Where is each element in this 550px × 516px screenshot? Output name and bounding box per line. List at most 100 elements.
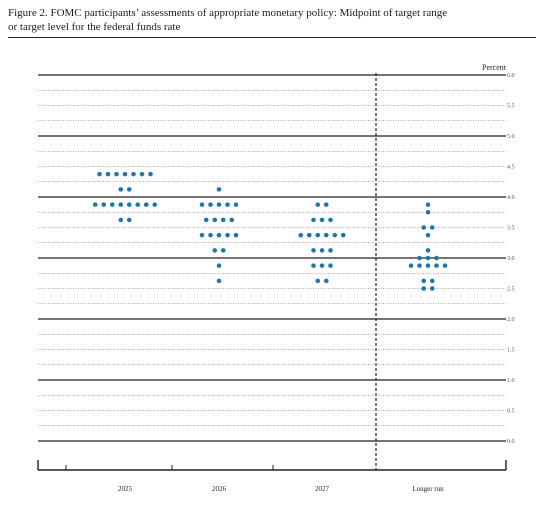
participant-dot xyxy=(425,232,431,238)
participant-dot xyxy=(220,248,226,253)
y-tick-label: 1.5 xyxy=(507,348,515,354)
participant-dot xyxy=(148,171,153,177)
participant-dot xyxy=(429,225,435,230)
participant-dot xyxy=(340,232,346,238)
participant-dot xyxy=(114,171,119,177)
participant-dot xyxy=(199,202,205,207)
y-tick-label: 5.5 xyxy=(507,104,515,110)
participant-dot xyxy=(126,217,132,223)
dots xyxy=(92,171,448,291)
y-tick-label: 3.0 xyxy=(507,256,515,262)
participant-dot xyxy=(118,217,124,223)
participant-dot xyxy=(425,209,431,215)
x-category-label: Longer run xyxy=(412,485,444,493)
x-category-label: 2027 xyxy=(315,485,330,493)
participant-dot xyxy=(135,202,141,207)
participant-dot xyxy=(434,255,439,261)
y-tick-label: 4.5 xyxy=(507,165,515,171)
y-tick-label: 2.5 xyxy=(507,287,515,293)
y-tick-label: 3.5 xyxy=(507,226,515,232)
participant-dot xyxy=(126,187,132,192)
participant-dot xyxy=(216,278,222,284)
participant-dot xyxy=(429,278,435,284)
participant-dot xyxy=(306,232,312,238)
participant-dot xyxy=(212,217,218,223)
participant-dot xyxy=(225,232,230,238)
participant-dot xyxy=(203,217,209,223)
participant-dot xyxy=(328,248,333,253)
participant-dot xyxy=(233,232,239,238)
participant-dot xyxy=(131,171,136,177)
participant-dot xyxy=(319,248,325,253)
x-category-label: 2026 xyxy=(212,485,227,493)
participant-dot xyxy=(311,248,316,253)
participant-dot xyxy=(319,263,325,268)
y-axis-unit-label: Percent xyxy=(482,63,507,72)
participant-dot xyxy=(408,263,414,268)
participant-dot xyxy=(208,232,213,238)
participant-dot xyxy=(126,202,132,207)
participant-dot xyxy=(323,232,329,238)
participant-dot xyxy=(216,202,222,207)
y-tick-label: 0.0 xyxy=(507,439,515,445)
x-axis xyxy=(37,73,507,471)
participant-dot xyxy=(323,202,329,207)
participant-dot xyxy=(311,217,316,223)
participant-dot xyxy=(421,286,427,291)
participant-dot xyxy=(323,278,329,284)
participant-dot xyxy=(417,263,422,268)
participant-dot xyxy=(216,263,222,268)
participant-dot xyxy=(425,263,431,268)
y-tick-label: 4.0 xyxy=(507,195,515,201)
participant-dot xyxy=(319,217,325,223)
figure-title-line-2: or target level for the federal funds ra… xyxy=(8,21,181,33)
participant-dot xyxy=(199,232,205,238)
participant-dot xyxy=(425,202,431,207)
x-category-label: 2025 xyxy=(118,485,133,493)
figure-title-line-1: Figure 2. FOMC participants’ assessments… xyxy=(8,7,448,19)
y-tick-label: 2.0 xyxy=(507,317,515,323)
participant-dot xyxy=(101,202,107,207)
participant-dot xyxy=(216,187,222,192)
x-category-labels: 2025 2026 2027 Longer run xyxy=(118,485,444,493)
participant-dot xyxy=(315,202,321,207)
participant-dot xyxy=(315,278,321,284)
participant-dot xyxy=(122,171,128,177)
y-tick-label: 6.0 xyxy=(507,73,515,79)
participant-dot xyxy=(332,232,338,238)
title-rule xyxy=(8,37,536,38)
participant-dot xyxy=(105,171,111,177)
participant-dot xyxy=(442,263,448,268)
participant-dot xyxy=(143,202,149,207)
participant-dot xyxy=(425,248,431,253)
participant-dot xyxy=(315,232,321,238)
participant-dot xyxy=(109,202,115,207)
participant-dot xyxy=(429,286,435,291)
participant-dot xyxy=(208,202,213,207)
y-tick-label: 0.5 xyxy=(507,409,515,415)
participant-dot xyxy=(421,225,427,230)
participant-dot xyxy=(220,217,226,223)
participant-dot xyxy=(434,263,439,268)
participant-dot xyxy=(311,263,316,268)
participant-dot xyxy=(118,202,124,207)
figure-title: Figure 2. FOMC participants’ assessments… xyxy=(8,6,538,34)
participant-dot xyxy=(233,202,239,207)
participant-dot xyxy=(152,202,158,207)
participant-dot xyxy=(92,202,98,207)
participant-dot xyxy=(229,217,235,223)
participant-dot xyxy=(139,171,145,177)
y-tick-label: 5.0 xyxy=(507,134,515,140)
participant-dot xyxy=(216,232,222,238)
y-tick-labels: 0.0 0.5 1.0 1.5 2.0 2.5 3.0 3.5 4.0 4.5 5.0 5.5 6.0 xyxy=(507,73,515,445)
participant-dot xyxy=(298,232,304,238)
participant-dot xyxy=(421,278,427,284)
participant-dot xyxy=(417,255,422,261)
participant-dot xyxy=(425,255,431,261)
participant-dot xyxy=(97,171,102,177)
participant-dot xyxy=(212,248,218,253)
participant-dot xyxy=(118,187,124,192)
y-tick-label: 1.0 xyxy=(507,378,515,384)
participant-dot xyxy=(225,202,230,207)
